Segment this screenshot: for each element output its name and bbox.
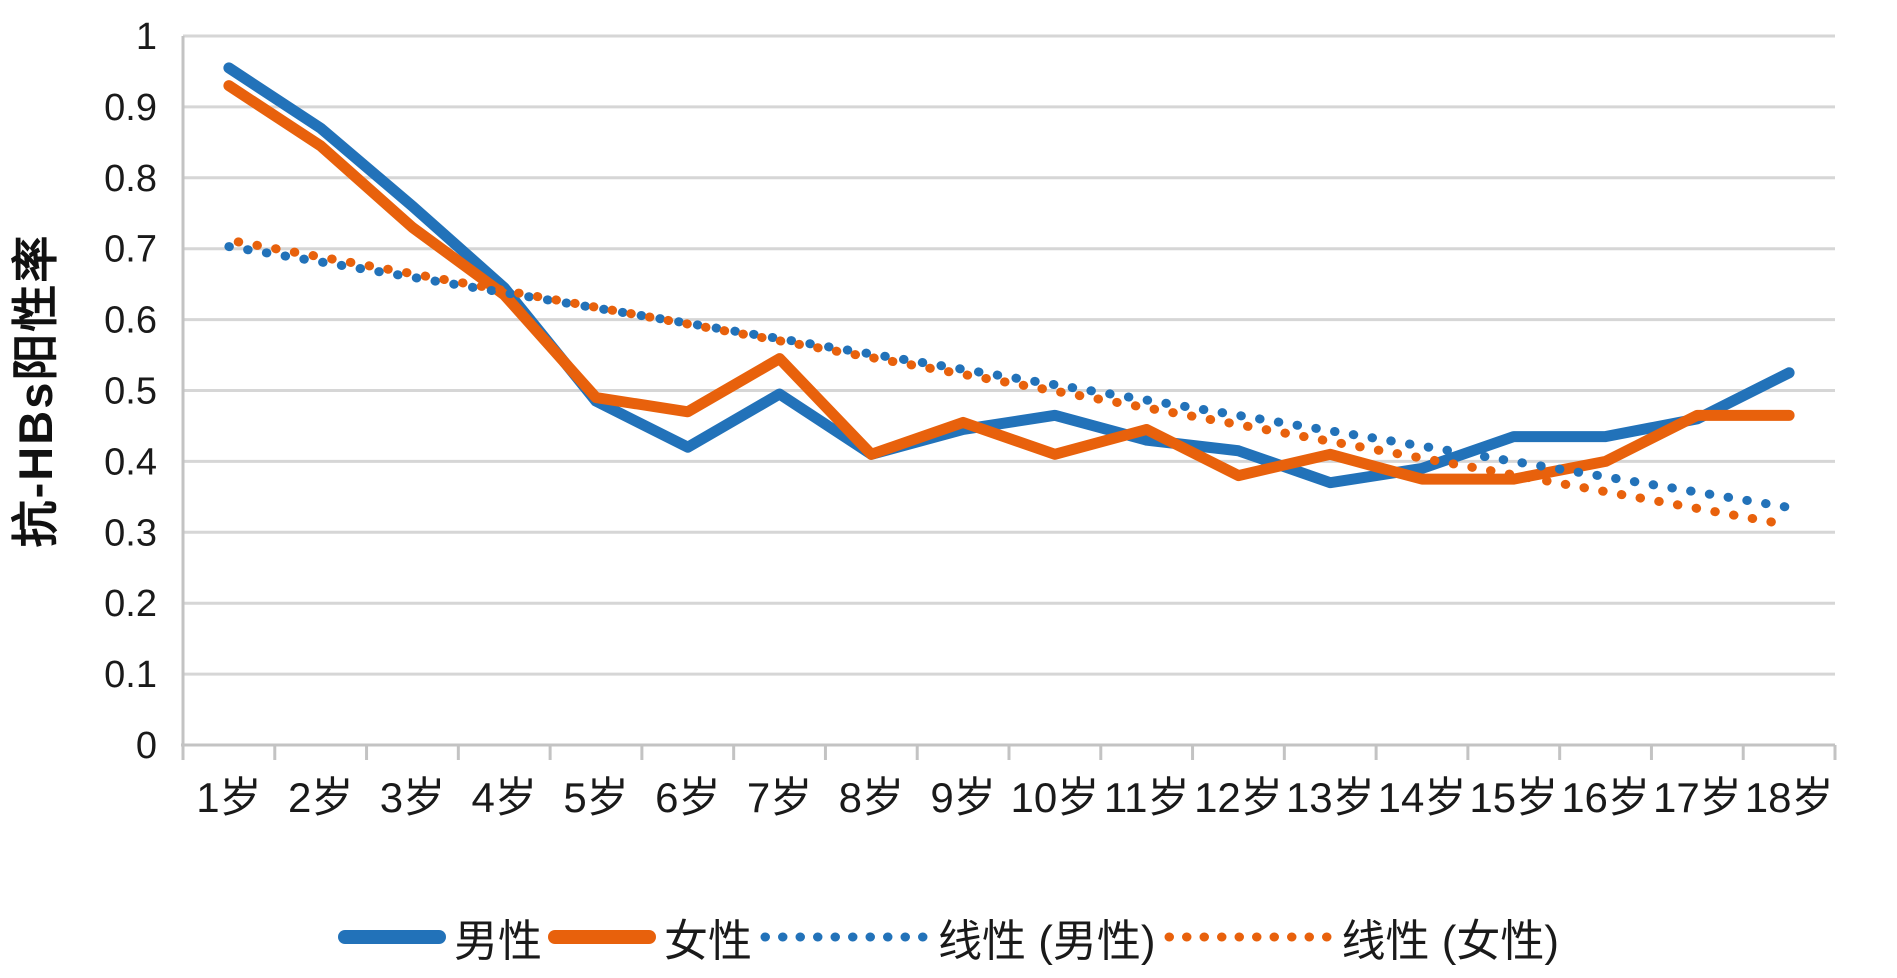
chart-legend: 男性 女性 线性 (男性) 线性 (女性) xyxy=(0,905,1897,969)
legend-label: 男性 xyxy=(453,917,542,966)
x-tick-label: 3岁 xyxy=(380,774,445,821)
legend-item-2: 线性 (男性) xyxy=(758,905,1156,969)
y-tick-label: 0.9 xyxy=(104,87,157,129)
legend-label: 女性 xyxy=(663,917,752,966)
x-tick-label: 4岁 xyxy=(472,774,537,821)
y-tick-labels: 0 0.1 0.2 0.3 0.4 0.5 0.6 0.7 0.8 0.9 1 xyxy=(104,16,157,767)
trendline-3 xyxy=(224,235,1794,530)
x-tick-label: 5岁 xyxy=(563,774,628,821)
legend-label: 线性 (女性) xyxy=(1341,917,1560,966)
x-tick-label: 7岁 xyxy=(747,774,812,821)
series-line-0 xyxy=(223,62,1795,489)
x-tick-label: 8岁 xyxy=(839,774,904,821)
y-tick-label: 0.2 xyxy=(104,583,157,625)
x-tick-label: 16岁 xyxy=(1561,774,1650,821)
solid-line-swatch xyxy=(337,930,446,944)
legend-item-0: 男性 xyxy=(337,905,542,969)
x-tick-label: 2岁 xyxy=(288,774,353,821)
x-tick-label: 13岁 xyxy=(1286,774,1375,821)
legend-label: 线性 (男性) xyxy=(937,917,1156,966)
dotted-line-swatch xyxy=(1164,932,1331,942)
x-tick-label: 9岁 xyxy=(930,774,995,821)
legend-item-1: 女性 xyxy=(547,905,752,969)
gridlines xyxy=(183,34,1835,676)
y-tick-label: 0.6 xyxy=(104,300,157,342)
y-axis-title: 抗-HBs阳性率 xyxy=(9,234,62,548)
y-tick-label: 0.5 xyxy=(104,371,157,413)
x-tick-labels: 1岁 2岁 3岁 4岁 5岁 6岁 7岁 8岁 9岁 10岁 11岁 12岁 13岁 14岁 15岁 16岁 1… xyxy=(196,774,1833,821)
x-tick-label: 12岁 xyxy=(1194,774,1283,821)
axes xyxy=(181,36,1837,760)
y-tick-label: 0.1 xyxy=(104,654,157,696)
trendline-2 xyxy=(224,242,1794,512)
legend-item-3: 线性 (女性) xyxy=(1162,905,1560,969)
dotted-line-swatch xyxy=(760,932,928,942)
y-tick-label: 0.8 xyxy=(104,158,157,200)
x-tick-label: 15岁 xyxy=(1469,774,1558,821)
y-tick-label: 0.4 xyxy=(104,441,157,483)
y-tick-label: 0.3 xyxy=(104,512,157,554)
x-tick-label: 11岁 xyxy=(1104,774,1190,821)
x-tick-label: 18岁 xyxy=(1745,774,1834,821)
solid-line-swatch xyxy=(547,930,656,944)
x-tick-label: 6岁 xyxy=(655,774,720,821)
series-lines xyxy=(223,62,1795,530)
x-tick-label: 10岁 xyxy=(1011,774,1100,821)
y-tick-label: 0 xyxy=(136,725,157,767)
x-tick-label: 14岁 xyxy=(1378,774,1467,821)
y-tick-label: 1 xyxy=(136,16,157,58)
y-tick-label: 0.7 xyxy=(104,229,157,271)
x-tick-label: 17岁 xyxy=(1653,774,1742,821)
x-tick-label: 1岁 xyxy=(196,774,261,821)
